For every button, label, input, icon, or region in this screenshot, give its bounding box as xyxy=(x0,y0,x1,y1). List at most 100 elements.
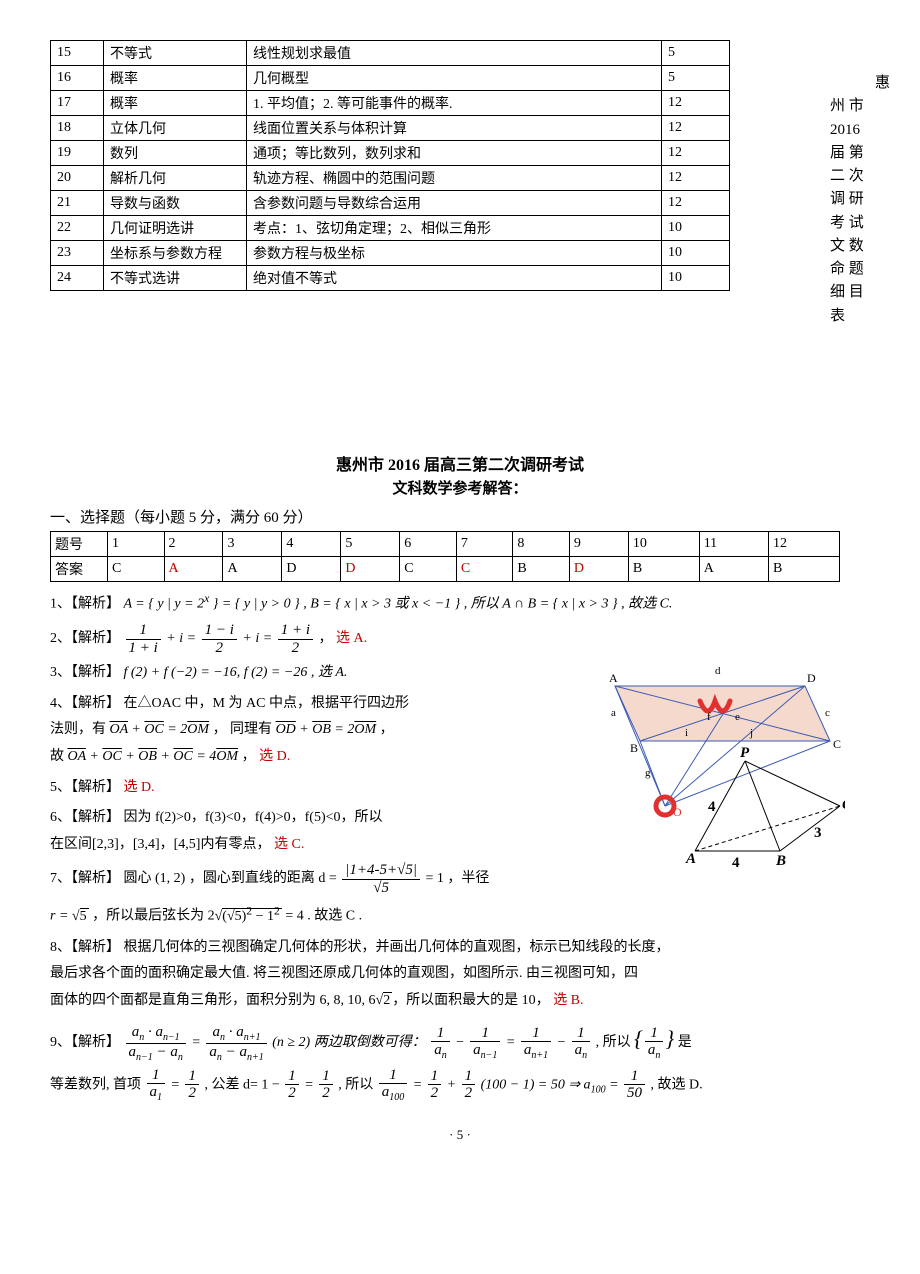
sol8-choose: 选 B. xyxy=(553,993,583,1008)
table-cell: 不等式选讲 xyxy=(104,266,247,291)
answer-val-cell: B xyxy=(628,557,699,582)
table-row: 22几何证明选讲考点：1、弦切角定理；2、相似三角形10 xyxy=(51,216,730,241)
table-cell: 立体几何 xyxy=(104,116,247,141)
solution-9b: 等差数列, 首项 1a1 = 12 , 公差 d= 1 − 12 = 12 , … xyxy=(50,1067,840,1104)
answer-num-cell: 3 xyxy=(223,532,282,557)
answers-table: 题号123456789101112 答案CAADDCCBDBAB xyxy=(50,531,840,582)
solution-6: 6、【解析】 因为 f(2)>0，f(3)<0，f(4)>0，f(5)<0，所以… xyxy=(50,805,560,858)
answer-val-cell: D xyxy=(341,557,400,582)
table-cell: 参数方程与极坐标 xyxy=(247,241,662,266)
sol9-brace2: } xyxy=(665,1026,674,1051)
answer-val-cell: D xyxy=(282,557,341,582)
lbl-j: j xyxy=(749,727,753,739)
sol4-p1: + xyxy=(128,722,144,737)
sol9-l2e: , 故选 D. xyxy=(651,1077,703,1092)
table-cell: 20 xyxy=(51,166,104,191)
side-c2: 州 市 xyxy=(830,95,890,118)
table-cell: 12 xyxy=(662,116,730,141)
table-row: 23坐标系与参数方程参数方程与极坐标10 xyxy=(51,241,730,266)
side-c6: 调 研 xyxy=(830,188,890,211)
sol9-m2: = xyxy=(502,1035,518,1050)
table-cell: 10 xyxy=(662,216,730,241)
side-c9: 命 题 xyxy=(830,258,890,281)
sol4-l2a: 法则，有 xyxy=(50,722,110,737)
sol9-m3: − xyxy=(553,1035,569,1050)
answer-num-cell: 6 xyxy=(400,532,457,557)
sol9-l2d: (100 − 1) = 50 ⇒ a xyxy=(481,1077,591,1092)
table-cell: 轨迹方程、椭圆中的范围问题 xyxy=(247,166,662,191)
sol4-p4: = 2 xyxy=(331,722,354,737)
table-cell: 5 xyxy=(662,66,730,91)
sol8-prefix: 8、 xyxy=(50,940,71,955)
sol7-b: = 1 ，半径 xyxy=(425,872,489,887)
table-row: 21导数与函数含参数问题与导数综合运用12 xyxy=(51,191,730,216)
sol4-p3: + xyxy=(296,722,312,737)
sol6-l2: 在区间[2,3]，[3,4]，[4,5]内有零点， xyxy=(50,837,270,852)
table-cell: 概率 xyxy=(104,66,247,91)
vec-om2: OM xyxy=(354,722,376,737)
sol3-body: f (2) + f (−2) = −16, f (2) = −26 , 选 A. xyxy=(124,665,348,680)
answer-head-ans: 答案 xyxy=(51,557,108,582)
answer-num-cell: 7 xyxy=(456,532,513,557)
table-cell: 22 xyxy=(51,216,104,241)
table-row: 16概率几何概型5 xyxy=(51,66,730,91)
answer-val-cell: B xyxy=(769,557,840,582)
sol4-choose: 选 D. xyxy=(259,749,290,764)
answer-val-cell: C xyxy=(456,557,513,582)
vec-ob: OB xyxy=(312,722,331,737)
solutions-wrap: 1、【解析】 A = { y | y = 2x } = { y | y > 0 … xyxy=(50,588,840,1103)
side-title-block: 惠 州 市 2016 届 第 二 次 调 研 考 试 文 数 命 题 细 目 表 xyxy=(830,72,890,328)
table-cell: 1. 平均值；2. 等可能事件的概率. xyxy=(247,91,662,116)
sol9b-eq3: = xyxy=(409,1077,425,1092)
sol7-num: |1+4-5+√5| xyxy=(342,862,420,880)
lbl-d: d xyxy=(715,665,721,677)
figures-svg: A D B C d a c e f i j g O P A B xyxy=(575,636,845,876)
lbl-a: a xyxy=(611,707,616,719)
sol-label: 【解析】 xyxy=(71,1035,120,1050)
sol4-l3a: 故 xyxy=(50,749,68,764)
answer-num-cell: 8 xyxy=(513,532,570,557)
answer-num-cell: 5 xyxy=(341,532,400,557)
answer-val-cell: C xyxy=(108,557,165,582)
sol1-prefix: 1、 xyxy=(50,597,71,612)
topic-specs-table: 15不等式线性规划求最值516概率几何概型517概率1. 平均值；2. 等可能事… xyxy=(50,40,730,291)
solution-1: 1、【解析】 A = { y | y = 2x } = { y | y > 0 … xyxy=(50,588,840,618)
sol5-prefix: 5、 xyxy=(50,780,71,795)
answer-val-cell: A xyxy=(164,557,223,582)
sol7-l2b: ，所以最后弦长为 2 xyxy=(92,909,215,924)
lbl-D-top: D xyxy=(807,671,816,685)
table-cell: 坐标系与参数方程 xyxy=(104,241,247,266)
table-cell: 15 xyxy=(51,41,104,66)
solution-5: 5、【解析】 选 D. xyxy=(50,775,560,802)
lbl-3: 3 xyxy=(814,825,822,841)
sol8-l3b: ，所以面积最大的是 10， xyxy=(392,993,550,1008)
answer-val-cell: A xyxy=(223,557,282,582)
lbl-O: O xyxy=(673,805,682,819)
page-number: · 5 · xyxy=(50,1127,870,1143)
sol1-math-b: } = { y | y > 0 } , B = { x | x > 3 或 x … xyxy=(209,597,672,612)
table-cell: 解析几何 xyxy=(104,166,247,191)
sol9-f3: 1an xyxy=(431,1025,450,1062)
vec-om1: OM xyxy=(187,722,209,737)
table-cell: 10 xyxy=(662,266,730,291)
table-cell: 24 xyxy=(51,266,104,291)
sol9-l2a: 等差数列, 首项 xyxy=(50,1077,145,1092)
sol9-l2b: , 公差 d= 1 − xyxy=(204,1077,283,1092)
lbl-C-top: C xyxy=(833,737,841,751)
sol9-sub100: 100 xyxy=(591,1084,606,1095)
solution-3: 3、【解析】 f (2) + f (−2) = −16, f (2) = −26… xyxy=(50,660,560,687)
table-cell: 含参数问题与导数综合运用 xyxy=(247,191,662,216)
side-c3: 2016 xyxy=(830,119,890,142)
sol9-brace: { xyxy=(634,1026,643,1051)
sol9b-eq2: = xyxy=(301,1077,317,1092)
answer-num-cell: 10 xyxy=(628,532,699,557)
sol7-l2c: = 4 . 故选 C . xyxy=(285,909,362,924)
answer-val-cell: A xyxy=(699,557,768,582)
table-row: 19数列通项；等比数列，数列求和12 xyxy=(51,141,730,166)
solution-7b: r = 5 ，所以最后弦长为 2(√5)2 − 12 = 4 . 故选 C . xyxy=(50,900,840,930)
sol9-mid: (n ≥ 2) 两边取倒数可得： xyxy=(272,1035,426,1050)
sol7-a: 圆心 (1, 2) ，圆心到直线的距离 d = xyxy=(124,872,337,887)
solution-9: 9、【解析】 an · an−1an−1 − an = an · an+1an … xyxy=(50,1018,840,1062)
sol4-l2c: ， xyxy=(380,722,394,737)
sqrt-expr: (√5)2 − 12 xyxy=(215,900,282,930)
